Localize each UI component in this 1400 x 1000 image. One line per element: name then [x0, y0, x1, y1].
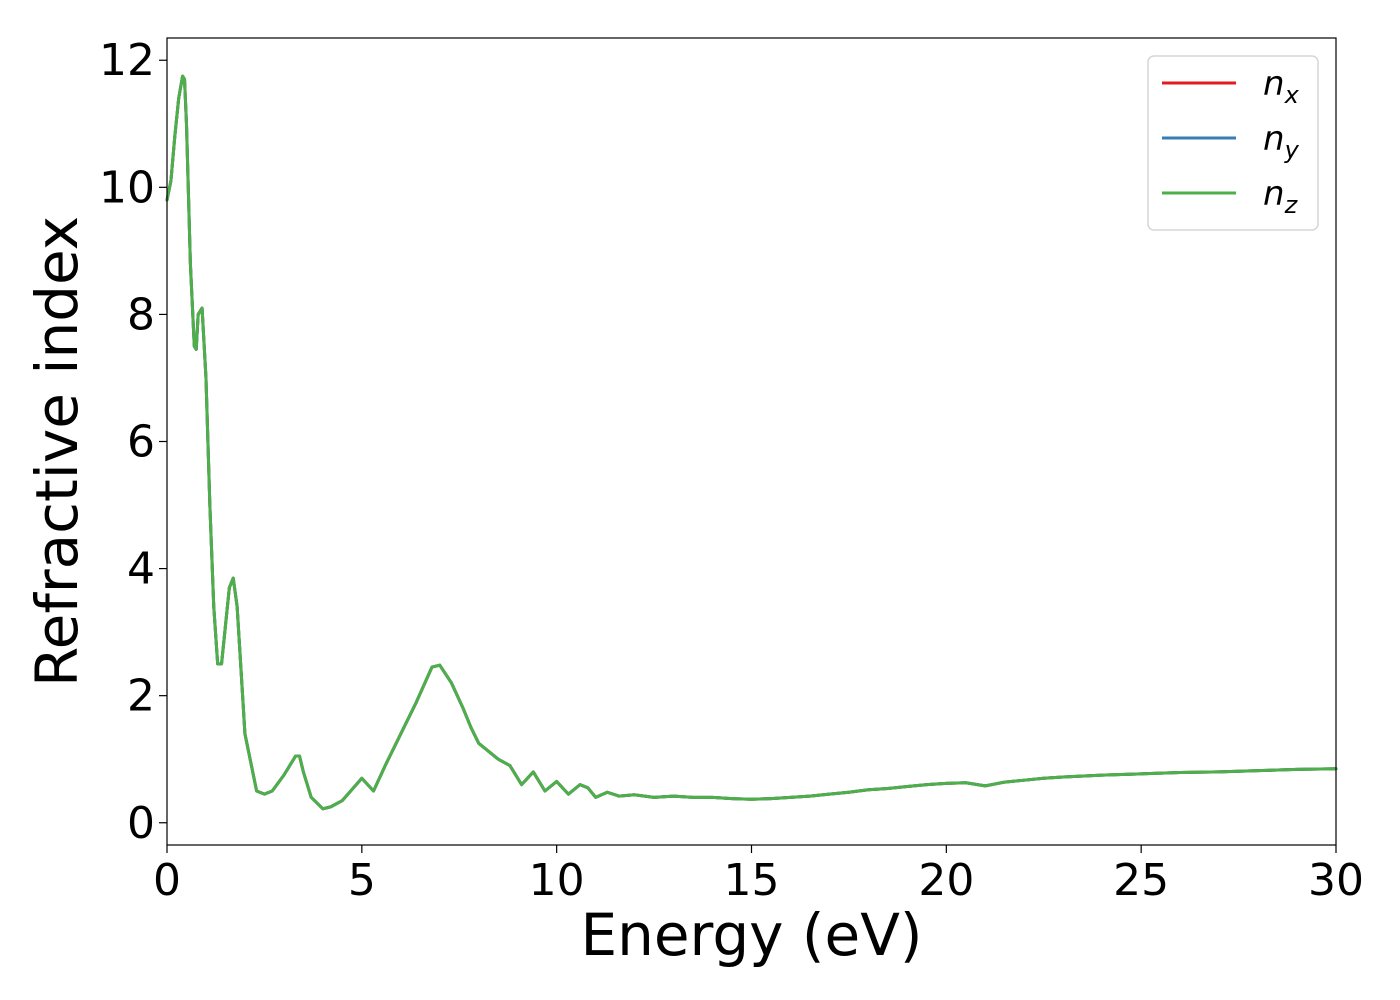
x-tick-label: 30	[1308, 855, 1364, 906]
legend-label-subscript: y	[1284, 136, 1300, 164]
y-axis-title: Refractive index	[23, 216, 91, 687]
y-tick-label: 2	[127, 671, 155, 722]
legend-label-n-z: nz	[1263, 174, 1299, 219]
x-tick-label: 25	[1113, 855, 1169, 906]
y-axis-ticks: 0 2 4 6 8 10 12	[99, 35, 167, 849]
y-tick-label: 4	[127, 544, 155, 595]
legend-label-n-y: ny	[1263, 119, 1300, 164]
legend-label-base: n	[1263, 174, 1285, 214]
legend-label-base: n	[1263, 119, 1285, 159]
y-tick-label: 12	[99, 35, 155, 86]
y-tick-label: 6	[127, 417, 155, 468]
legend-label-subscript: z	[1284, 191, 1299, 219]
x-axis-title: Energy (eV)	[580, 901, 922, 969]
x-tick-label: 5	[348, 855, 376, 906]
legend-label-base: n	[1263, 64, 1285, 104]
y-tick-label: 8	[127, 289, 155, 340]
x-tick-label: 10	[529, 855, 585, 906]
y-tick-label: 0	[127, 798, 155, 849]
series-layer	[165, 74, 1338, 811]
x-tick-label: 0	[153, 855, 181, 906]
x-tick-label: 20	[918, 855, 974, 906]
y-tick-label: 10	[99, 162, 155, 213]
x-axis-ticks: 0 5 10 15 20 25 30	[153, 845, 1364, 906]
x-tick-label: 15	[724, 855, 780, 906]
legend-label-n-x: nx	[1263, 64, 1300, 109]
series-line-n-z	[165, 74, 1338, 811]
legend-box	[1147, 55, 1319, 231]
legend-label-subscript: x	[1284, 81, 1300, 109]
